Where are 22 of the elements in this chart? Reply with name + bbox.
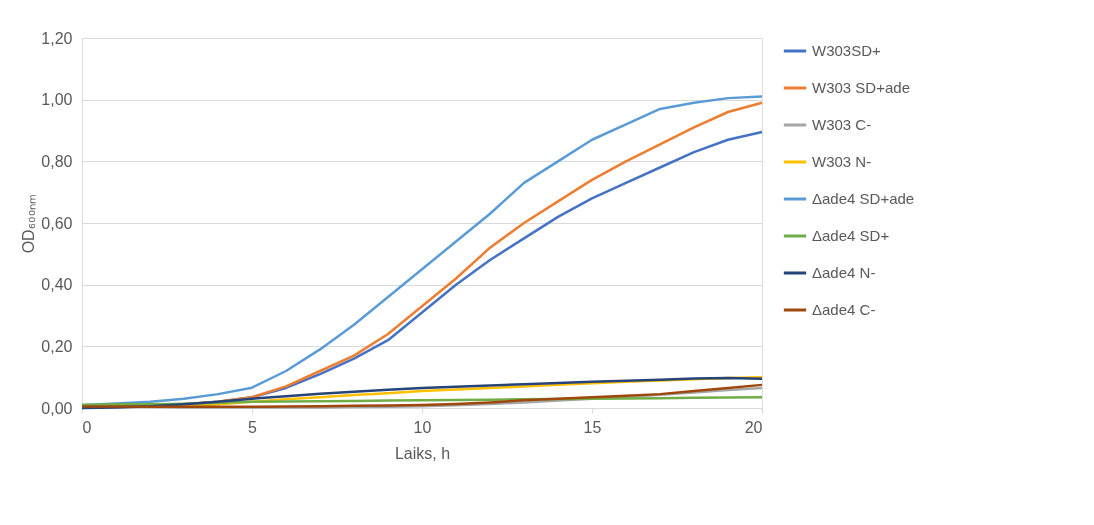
y-tick-label: 1,20 [41, 29, 73, 47]
legend-label: Δade4 SD+ [812, 227, 890, 244]
y-axis-title: OD₆₀₀ₙₘ [20, 193, 38, 254]
legend-label: Δade4 C- [812, 301, 876, 318]
y-tick-label: 0,60 [41, 214, 73, 232]
y-tick-label: 0,00 [41, 399, 73, 417]
y-tick-label: 0,80 [41, 152, 73, 170]
x-tick-label: 10 [413, 418, 432, 436]
x-tick-label: 5 [248, 418, 258, 436]
x-axis-title: Laiks, h [394, 444, 451, 462]
y-tick-label: 0,20 [41, 337, 73, 355]
legend-label: W303 SD+ade [812, 79, 910, 96]
legend-label: W303SD+ [812, 42, 882, 59]
y-tick-label: 1,00 [41, 91, 73, 109]
y-tick-label: 0,40 [41, 276, 73, 294]
legend-label: Δade4 SD+ade [812, 190, 915, 207]
legend-label: W303 C- [812, 116, 872, 133]
x-tick-label: 0 [82, 418, 92, 436]
legend-label: W303 N- [812, 153, 872, 170]
x-tick-label: 20 [744, 418, 763, 436]
x-tick-label: 15 [583, 418, 602, 436]
legend-label: Δade4 N- [812, 264, 876, 281]
